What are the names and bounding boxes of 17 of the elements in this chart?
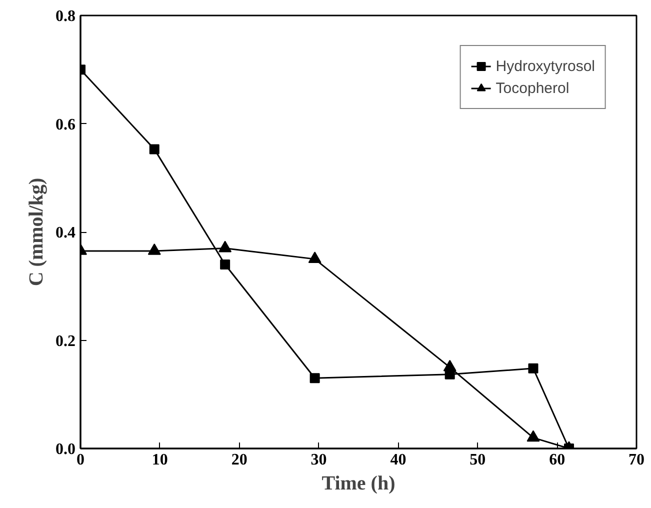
x-tick-label: 70 bbox=[628, 452, 644, 468]
y-axis-title: C (mmol/kg) bbox=[26, 178, 48, 286]
x-tick-label: 60 bbox=[549, 452, 566, 468]
x-axis-title: Time (h) bbox=[322, 472, 396, 494]
y-tick-label: 0.6 bbox=[56, 116, 76, 134]
y-tick-label: 0.8 bbox=[56, 8, 76, 25]
y-tick-label: 0.2 bbox=[56, 332, 76, 350]
legend-label: Tocopherol bbox=[496, 80, 570, 96]
x-tick-label: 50 bbox=[470, 452, 486, 468]
y-tick-label: 0.0 bbox=[56, 441, 76, 458]
x-tick-label: 40 bbox=[390, 452, 406, 468]
x-tick-label: 10 bbox=[152, 452, 168, 468]
x-tick-label: 0 bbox=[76, 452, 84, 468]
x-tick-label: 30 bbox=[310, 452, 327, 468]
x-tick-label: 20 bbox=[231, 452, 248, 468]
legend-label: Hydroxytyrosol bbox=[496, 58, 595, 74]
y-tick-label: 0.4 bbox=[56, 224, 76, 242]
